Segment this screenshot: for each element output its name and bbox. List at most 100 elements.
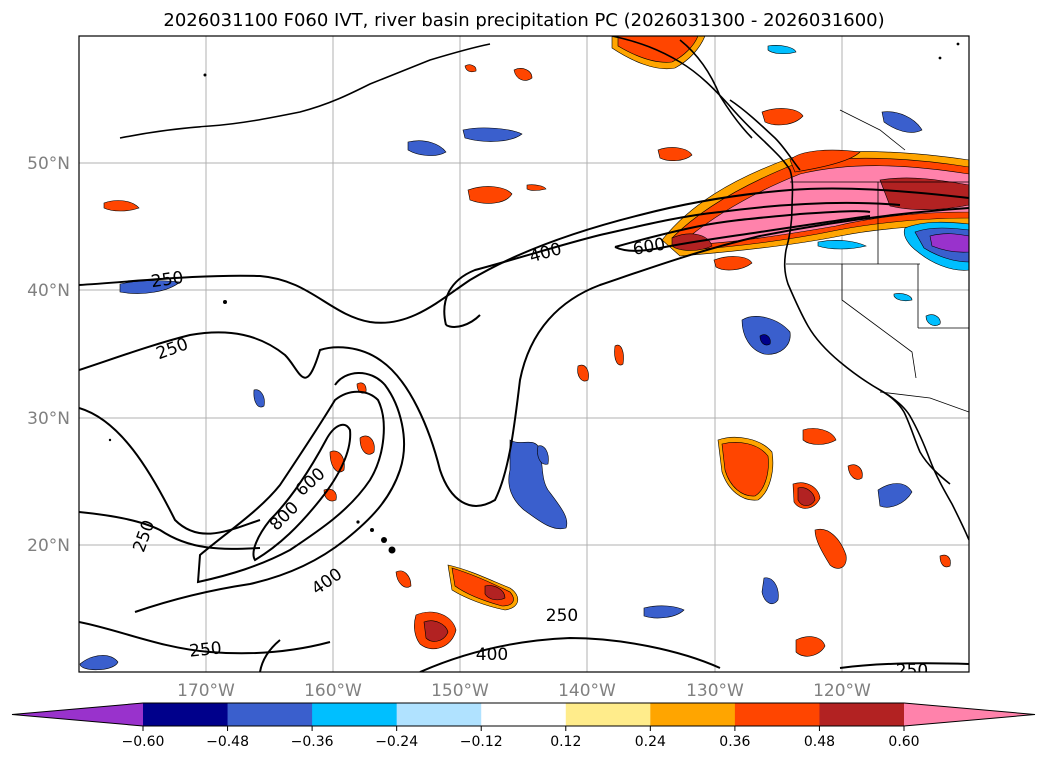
precip-region — [817, 240, 867, 250]
lon-tick-label: 160°W — [304, 681, 362, 701]
island-speck — [203, 73, 207, 77]
island-speck — [956, 42, 960, 46]
colorbar-tick-label: −0.24 — [375, 734, 418, 750]
precip-region — [789, 149, 861, 173]
lon-tick-label: 130°W — [686, 681, 744, 701]
precip-region — [881, 111, 923, 133]
ivt-contour-250 — [79, 187, 969, 324]
ivt-contour-250 — [839, 662, 969, 669]
colorbar-swatch — [650, 703, 736, 726]
precip-region — [484, 585, 506, 601]
colorbar-swatch — [819, 703, 905, 726]
colorbar-tick-label: −0.36 — [291, 734, 334, 750]
precip-region — [713, 256, 753, 271]
hawaii-island — [356, 520, 360, 524]
precip-region — [359, 435, 375, 455]
precip-region — [643, 605, 685, 619]
ivt-contour-400 — [419, 636, 721, 672]
colorbar-tick-label: 0.48 — [804, 734, 835, 750]
alaska-panhandle — [679, 39, 753, 139]
colorbar-tick-label: 0.12 — [550, 734, 581, 750]
ivt-contour-250 — [259, 639, 281, 672]
island-speck — [108, 438, 112, 442]
colorbar-tick-label: −0.60 — [122, 734, 165, 750]
ivt-contour-400 — [445, 314, 481, 328]
colorbar-swatch — [396, 703, 482, 726]
precip-region — [797, 487, 816, 506]
precip-region — [508, 439, 568, 530]
colorbar-extend-low — [12, 703, 143, 726]
lat-ticks: 50°N 40°N 30°N 20°N — [27, 154, 70, 556]
colorbar-extend-high — [904, 703, 1035, 726]
us-mexico-border — [879, 391, 969, 413]
precip-region — [939, 554, 951, 568]
precip-region — [614, 344, 624, 366]
precip-region — [847, 464, 863, 480]
precip-region — [814, 528, 847, 569]
ivt-contour-600 — [614, 210, 871, 248]
contour-label: 250 — [896, 661, 928, 681]
hawaii-island — [370, 528, 374, 532]
precip-region — [657, 147, 693, 161]
precip-region — [462, 127, 523, 142]
colorbar-tick-label: 0.36 — [719, 734, 750, 750]
precip-region — [929, 233, 969, 253]
colorbar: −0.60 −0.48 −0.36 −0.24 −0.12 0.12 0.24 0.36 0.4… — [11, 702, 1036, 750]
lon-tick-label: 120°W — [813, 681, 871, 701]
lat-tick-label: 40°N — [27, 281, 70, 301]
island-speck — [223, 300, 227, 304]
precip-region — [767, 45, 797, 55]
colorbar-tick-label: −0.48 — [206, 734, 249, 750]
colorbar-swatch — [565, 703, 651, 726]
contour-label: 250 — [150, 268, 185, 292]
colorbar-swatch — [227, 703, 313, 726]
colorbar-swatch — [312, 703, 398, 726]
california-nevada-border — [841, 264, 917, 379]
lon-ticks: 170°W 160°W 150°W 140°W 130°W 120°W — [177, 681, 871, 701]
lon-tick-label: 170°W — [177, 681, 235, 701]
precip-region — [513, 68, 533, 81]
precip-region — [802, 428, 837, 445]
precip-region — [103, 200, 140, 212]
precip-region — [925, 314, 941, 326]
ivt-contour-250 — [79, 511, 261, 550]
baja-coast — [879, 389, 951, 485]
map-background — [79, 36, 969, 672]
contour-label: 250 — [546, 606, 578, 626]
colorbar-swatch — [143, 703, 229, 726]
precip-region — [407, 140, 447, 156]
precip-region — [877, 483, 913, 508]
ivt-contour-250 — [79, 621, 331, 655]
colorbar-tick-label: −0.12 — [460, 734, 503, 750]
ivt-contour-600 — [196, 390, 385, 584]
figure-title: 2026031100 F060 IVT, river basin precipi… — [163, 10, 884, 31]
lat-tick-label: 30°N — [27, 409, 70, 429]
lon-tick-label: 140°W — [558, 681, 616, 701]
map-frame — [78, 35, 970, 673]
islands — [108, 42, 960, 554]
north-america-coast — [611, 36, 969, 541]
ivt-contour-400 — [443, 201, 901, 326]
map-panel: 250 250 250 250 250 250 400 400 400 600 … — [78, 35, 970, 681]
colorbar-tick-label: 0.60 — [888, 734, 919, 750]
contour-label: 250 — [188, 638, 222, 661]
precip-region — [759, 334, 771, 346]
precip-region — [761, 108, 804, 126]
ivt-contour-400 — [134, 372, 406, 613]
precip-region — [464, 64, 477, 73]
hawaii-island — [381, 537, 387, 543]
precip-region — [795, 636, 826, 657]
precip-region — [577, 364, 589, 382]
precip-region — [721, 442, 769, 497]
precip-region — [761, 577, 779, 604]
precip-region — [423, 620, 449, 642]
island-speck — [938, 56, 942, 60]
hawaii-island — [388, 546, 396, 554]
colorbar-swatch — [734, 703, 820, 726]
ivt-contour-250 — [79, 207, 969, 507]
aleutian-chain — [119, 43, 491, 139]
lat-tick-label: 50°N — [27, 154, 70, 174]
lon-tick-label: 150°W — [431, 681, 489, 701]
precip-region — [893, 293, 913, 302]
